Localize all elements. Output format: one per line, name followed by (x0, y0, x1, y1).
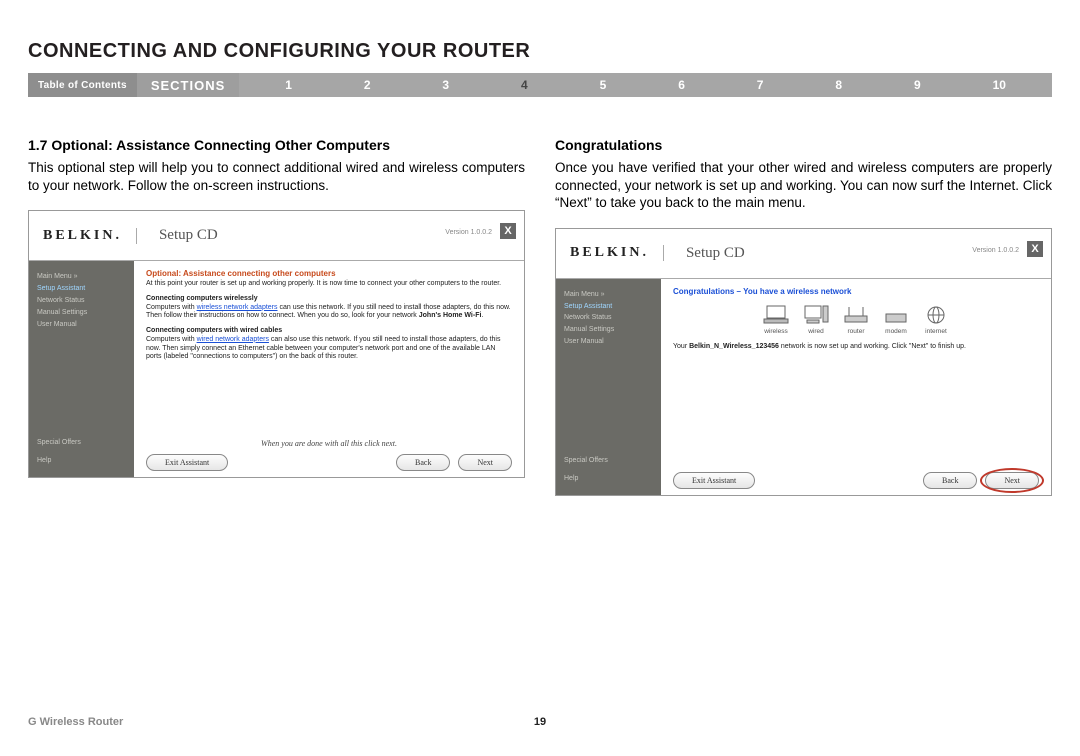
setup-cd-title: Setup CD (159, 227, 218, 244)
wireless-adapters-link[interactable]: wireless network adapters (197, 304, 278, 311)
page-title: CONNECTING AND CONFIGURING YOUR ROUTER (28, 40, 1052, 63)
sidebar-item-main[interactable]: Main Menu » (564, 289, 653, 301)
shot-buttons: Exit Assistant Back Next (673, 472, 1039, 489)
right-heading: Congratulations (555, 137, 1052, 153)
modem-icon (883, 304, 909, 326)
nav-sections-label: SECTIONS (137, 73, 239, 97)
diagram-wireless: wireless (763, 304, 789, 335)
shot-congrats-text: Your Belkin_N_Wireless_123456 network is… (673, 343, 1039, 352)
left-screenshot: BELKIN. Setup CD Version 1.0.0.2 X Main … (28, 210, 525, 478)
footer-page-number: 19 (534, 716, 546, 728)
version-label: Version 1.0.0.2 (445, 229, 492, 236)
nav-toc[interactable]: Table of Contents (28, 73, 137, 97)
shot-p1: At this point your router is set up and … (146, 280, 512, 289)
belkin-logo: BELKIN. (570, 245, 664, 261)
nav-num-10[interactable]: 10 (993, 78, 1006, 92)
shot-main: Optional: Assistance connecting other co… (134, 261, 524, 477)
nav-numbers: 1 2 3 4 5 6 7 8 9 10 (239, 78, 1052, 92)
shot-header: BELKIN. Setup CD Version 1.0.0.2 X (29, 211, 524, 261)
sidebar-item-help[interactable]: Help (564, 473, 653, 485)
shot-header: BELKIN. Setup CD Version 1.0.0.2 X (556, 229, 1051, 279)
right-column: Congratulations Once you have verified t… (555, 137, 1052, 496)
nav-num-3[interactable]: 3 (442, 78, 449, 92)
shot-sidebar: Main Menu » Setup Assistant Network Stat… (29, 261, 134, 477)
belkin-logo: BELKIN. (43, 228, 137, 244)
next-button[interactable]: Next (985, 472, 1039, 489)
shot-block-wireless: Connecting computers wirelessly Computer… (146, 295, 512, 321)
nav-num-6[interactable]: 6 (678, 78, 685, 92)
exit-assistant-button[interactable]: Exit Assistant (146, 454, 228, 471)
router-icon (843, 304, 869, 326)
left-heading: 1.7 Optional: Assistance Connecting Othe… (28, 137, 525, 153)
sidebar-item-manual[interactable]: Manual Settings (37, 307, 126, 319)
sidebar-item-status[interactable]: Network Status (564, 312, 653, 324)
nav-num-8[interactable]: 8 (835, 78, 842, 92)
next-button[interactable]: Next (458, 454, 512, 471)
diagram-internet: internet (923, 304, 949, 335)
sidebar-item-help[interactable]: Help (37, 455, 126, 467)
sidebar-item-usermanual[interactable]: User Manual (37, 319, 126, 331)
sidebar-item-offers[interactable]: Special Offers (564, 455, 653, 467)
left-column: 1.7 Optional: Assistance Connecting Othe… (28, 137, 525, 496)
diagram-modem: modem (883, 304, 909, 335)
sidebar-item-setup[interactable]: Setup Assistant (564, 301, 653, 313)
nav-num-4[interactable]: 4 (521, 78, 528, 92)
diagram-wired: wired (803, 304, 829, 335)
footer-product: G Wireless Router (28, 716, 123, 728)
shot-block-wired: Connecting computers with wired cables C… (146, 327, 512, 362)
shot-sidebar: Main Menu » Setup Assistant Network Stat… (556, 279, 661, 495)
shot-buttons: Exit Assistant Back Next (146, 454, 512, 471)
diagram-router: router (843, 304, 869, 335)
sidebar-item-main[interactable]: Main Menu » (37, 271, 126, 283)
desktop-icon (803, 304, 829, 326)
wired-adapters-link[interactable]: wired network adapters (197, 336, 269, 343)
sidebar-item-usermanual[interactable]: User Manual (564, 336, 653, 348)
sidebar-item-offers[interactable]: Special Offers (37, 437, 126, 449)
section-nav: Table of Contents SECTIONS 1 2 3 4 5 6 7… (28, 73, 1052, 97)
back-button[interactable]: Back (396, 454, 450, 471)
shot-hint: When you are done with all this click ne… (146, 439, 512, 448)
nav-num-5[interactable]: 5 (600, 78, 607, 92)
close-icon[interactable]: X (500, 223, 516, 239)
version-label: Version 1.0.0.2 (972, 247, 1019, 254)
sidebar-item-manual[interactable]: Manual Settings (564, 324, 653, 336)
network-diagram: wireless wired (673, 304, 1039, 335)
sidebar-item-setup[interactable]: Setup Assistant (37, 283, 126, 295)
sidebar-item-status[interactable]: Network Status (37, 295, 126, 307)
right-body: Once you have verified that your other w… (555, 159, 1052, 212)
page-footer: G Wireless Router 19 (28, 716, 1052, 728)
shot-main: Congratulations – You have a wireless ne… (661, 279, 1051, 495)
exit-assistant-button[interactable]: Exit Assistant (673, 472, 755, 489)
close-icon[interactable]: X (1027, 241, 1043, 257)
nav-num-7[interactable]: 7 (757, 78, 764, 92)
nav-num-1[interactable]: 1 (285, 78, 292, 92)
nav-num-9[interactable]: 9 (914, 78, 921, 92)
laptop-icon (763, 304, 789, 326)
setup-cd-title: Setup CD (686, 245, 745, 262)
shot-main-title: Optional: Assistance connecting other co… (146, 269, 512, 278)
left-body: This optional step will help you to conn… (28, 159, 525, 194)
back-button[interactable]: Back (923, 472, 977, 489)
shot-main-title: Congratulations – You have a wireless ne… (673, 287, 1039, 296)
nav-num-2[interactable]: 2 (364, 78, 371, 92)
right-screenshot: BELKIN. Setup CD Version 1.0.0.2 X Main … (555, 228, 1052, 496)
globe-icon (923, 304, 949, 326)
